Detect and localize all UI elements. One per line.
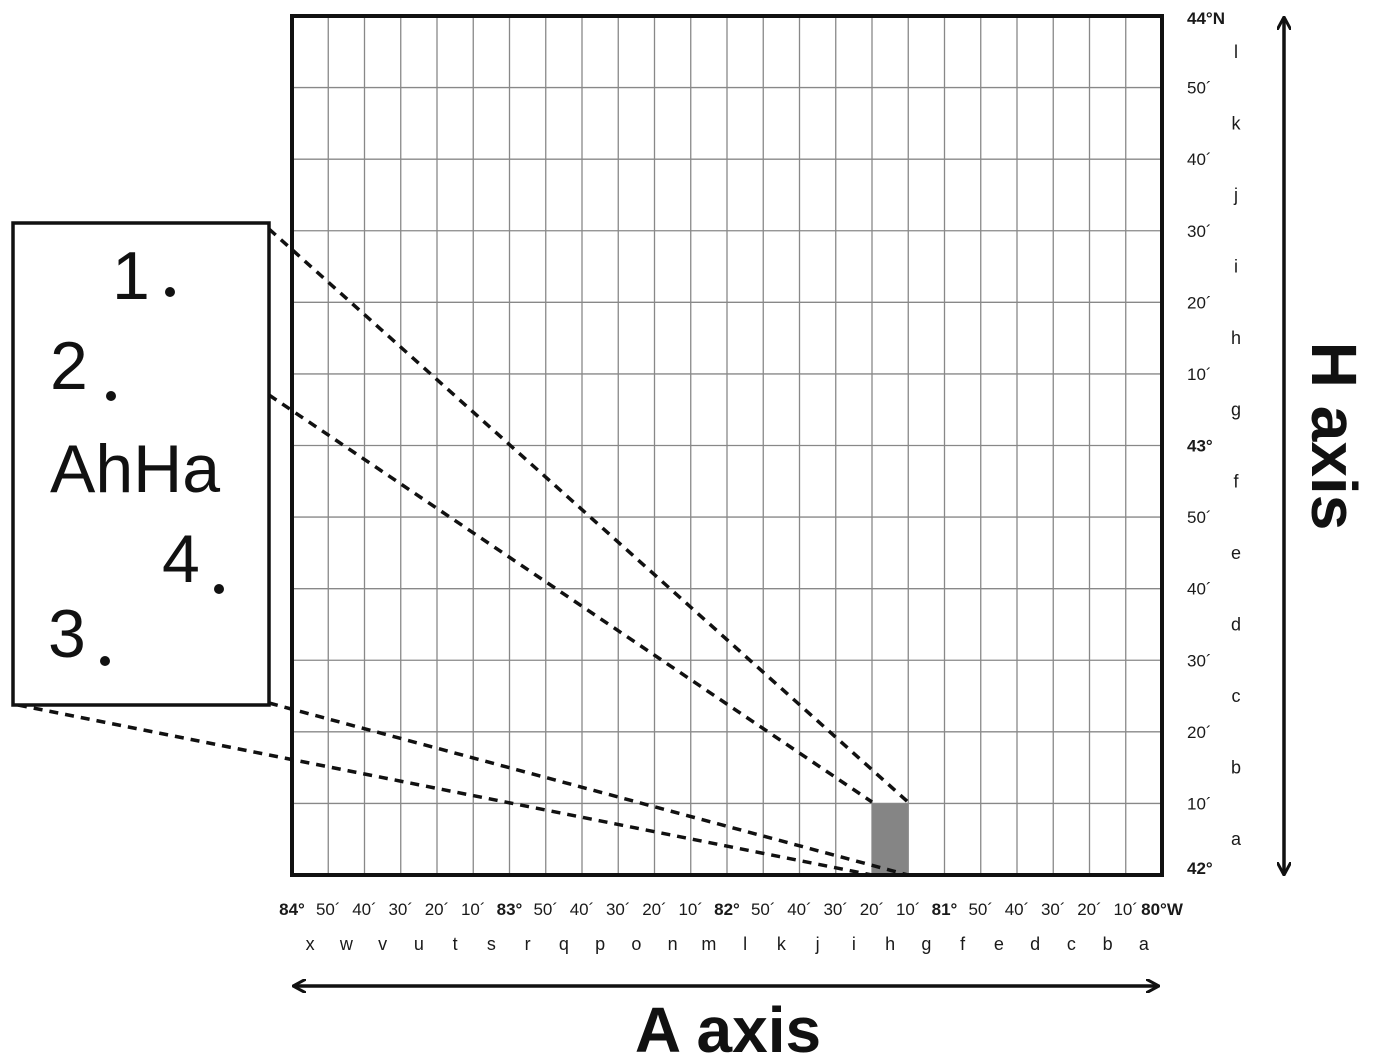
x-tick-label: 40´ — [352, 900, 377, 919]
y-tick-label: 30´ — [1187, 222, 1212, 241]
y-axis-tick-labels: 44°N 50´ 40´ 30´ 20´ 10´ 43° 50´ 40´ 30´ 20´ 10´ 42° — [1187, 9, 1225, 878]
inset-dot-1 — [165, 287, 175, 297]
x-cell-letter: m — [701, 934, 716, 954]
projection-line-lower — [268, 701, 909, 877]
inset-label-3: 3 — [48, 596, 86, 672]
inset-label-code: AhHa — [50, 431, 220, 507]
inset-label-2: 2 — [50, 328, 88, 404]
x-cell-letter: v — [378, 934, 387, 954]
y-tick-label: 40´ — [1187, 580, 1212, 599]
x-cell-letter: g — [921, 934, 931, 954]
x-cell-letter: j — [815, 934, 820, 954]
x-tick-label: 40´ — [1005, 900, 1030, 919]
x-cell-letter: l — [743, 934, 747, 954]
x-tick-label: 83° — [497, 900, 523, 919]
x-cell-letter: e — [994, 934, 1004, 954]
x-cell-letter: p — [595, 934, 605, 954]
y-tick-label: 40´ — [1187, 150, 1212, 169]
x-tick-label: 30´ — [606, 900, 631, 919]
grid-border — [290, 14, 1164, 877]
y-tick-label: 42° — [1187, 859, 1213, 878]
x-tick-label: 80°W — [1141, 900, 1184, 919]
x-cell-letter: t — [453, 934, 458, 954]
y-tick-label: 10´ — [1187, 365, 1212, 384]
inset-label-1: 1 — [112, 238, 150, 314]
x-cell-letter: s — [487, 934, 496, 954]
y-cell-letter: l — [1234, 42, 1238, 62]
y-cell-letter: d — [1231, 614, 1241, 634]
x-tick-label: 20´ — [860, 900, 885, 919]
y-cell-letter: e — [1231, 543, 1241, 563]
y-cell-letter: a — [1231, 829, 1242, 849]
projection-line-upper — [268, 393, 873, 804]
x-cell-letter: o — [631, 934, 641, 954]
x-cell-letter: q — [559, 934, 569, 954]
x-tick-label: 50´ — [751, 900, 776, 919]
inset-dot-4 — [214, 584, 224, 594]
y-tick-label: 20´ — [1187, 293, 1212, 312]
x-cell-letter: w — [339, 934, 354, 954]
inset-dot-2 — [106, 391, 116, 401]
y-tick-label: 20´ — [1187, 723, 1212, 742]
inset-labels: 1 2 AhHa 4 3 — [48, 238, 224, 672]
x-cell-letter: x — [306, 934, 315, 954]
x-cell-letter: k — [777, 934, 787, 954]
x-tick-label: 20´ — [642, 900, 667, 919]
x-tick-label: 30´ — [1041, 900, 1066, 919]
highlighted-cell — [872, 803, 909, 875]
x-tick-label: 20´ — [1077, 900, 1102, 919]
y-cell-letter: h — [1231, 328, 1241, 348]
x-tick-label: 10´ — [1113, 900, 1138, 919]
h-axis-title: H axis — [1298, 342, 1370, 531]
inset-label-4: 4 — [162, 521, 200, 597]
grid-lines — [292, 16, 1162, 875]
x-cell-letter: n — [668, 934, 678, 954]
x-tick-label: 20´ — [425, 900, 450, 919]
x-tick-label: 50´ — [533, 900, 558, 919]
y-tick-label: 50´ — [1187, 508, 1212, 527]
x-tick-label: 40´ — [787, 900, 812, 919]
y-cell-letter: k — [1232, 113, 1242, 133]
x-cell-letter: a — [1139, 934, 1150, 954]
x-tick-label: 40´ — [570, 900, 595, 919]
x-tick-label: 10´ — [896, 900, 921, 919]
x-tick-label: 10´ — [678, 900, 703, 919]
y-cell-letter: b — [1231, 758, 1241, 778]
y-cell-letter: f — [1233, 471, 1239, 491]
projection-lines — [17, 227, 910, 877]
x-cell-letter: i — [852, 934, 856, 954]
x-tick-label: 50´ — [316, 900, 341, 919]
x-cell-letter: f — [960, 934, 966, 954]
x-axis-tick-labels: 84° 50´ 40´ 30´ 20´ 10´ 83° 50´ 40´ 30´ 20´ 10´ 82° 5… — [279, 900, 1184, 919]
y-cell-letter: g — [1231, 400, 1241, 420]
x-tick-label: 84° — [279, 900, 305, 919]
x-cell-letter: b — [1103, 934, 1113, 954]
x-cell-letter: h — [885, 934, 895, 954]
inset-box — [11, 221, 271, 707]
projection-line-bottom — [17, 703, 873, 877]
x-tick-label: 10´ — [461, 900, 486, 919]
y-cell-letter: i — [1234, 257, 1238, 277]
x-cell-letter: r — [525, 934, 531, 954]
x-tick-label: 50´ — [968, 900, 993, 919]
y-tick-label: 10´ — [1187, 794, 1212, 813]
y-tick-label: 43° — [1187, 437, 1213, 456]
x-tick-label: 30´ — [823, 900, 848, 919]
y-cell-letter: c — [1232, 686, 1241, 706]
x-tick-label: 81° — [932, 900, 958, 919]
y-cell-letter: j — [1233, 185, 1238, 205]
y-tick-label: 30´ — [1187, 651, 1212, 670]
x-tick-label: 82° — [714, 900, 740, 919]
y-tick-label: 44°N — [1187, 9, 1225, 28]
inset-dot-3 — [100, 656, 110, 666]
y-axis-cell-letters: l k j i h g f e d c b a — [1231, 42, 1242, 849]
a-axis-title: A axis — [635, 994, 821, 1061]
x-cell-letter: u — [414, 934, 424, 954]
y-tick-label: 50´ — [1187, 79, 1212, 98]
x-tick-label: 30´ — [388, 900, 413, 919]
x-cell-letter: c — [1067, 934, 1076, 954]
x-cell-letter: d — [1030, 934, 1040, 954]
